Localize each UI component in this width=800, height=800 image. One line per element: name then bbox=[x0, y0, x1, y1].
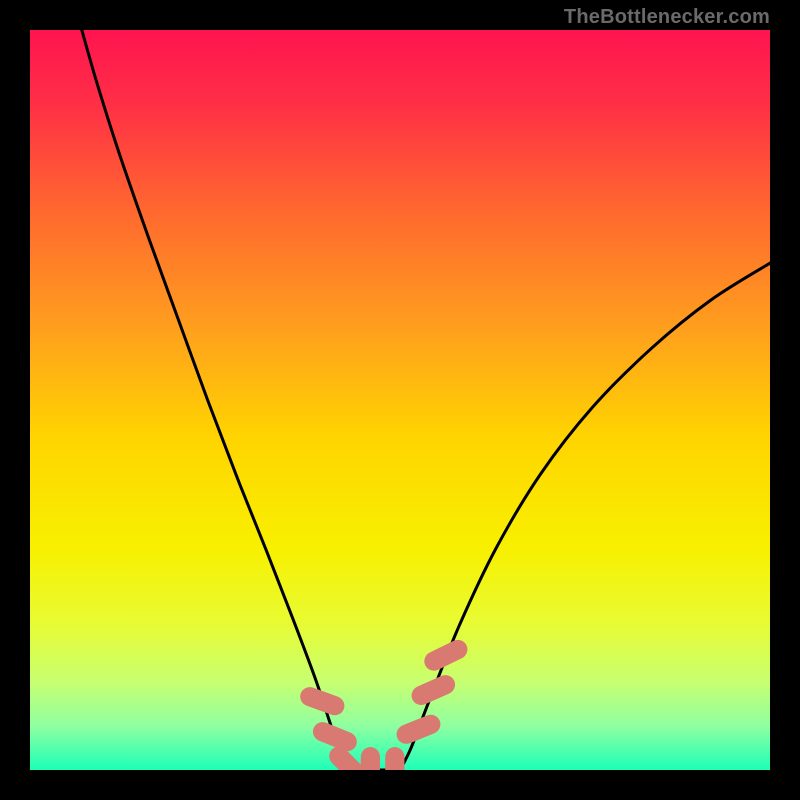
curve-layer bbox=[30, 30, 770, 770]
right-branch-curve bbox=[400, 263, 770, 770]
plot-area bbox=[30, 30, 770, 770]
watermark-text: TheBottlenecker.com bbox=[564, 6, 770, 29]
curve-marker bbox=[408, 672, 458, 708]
curve-marker bbox=[361, 747, 380, 770]
curve-marker bbox=[421, 637, 471, 674]
left-branch-curve bbox=[82, 30, 348, 770]
chart-frame: TheBottlenecker.com bbox=[0, 0, 800, 800]
curve-marker bbox=[394, 712, 444, 747]
marker-group bbox=[297, 637, 470, 770]
curve-marker bbox=[297, 684, 347, 718]
curve-marker bbox=[385, 747, 404, 770]
